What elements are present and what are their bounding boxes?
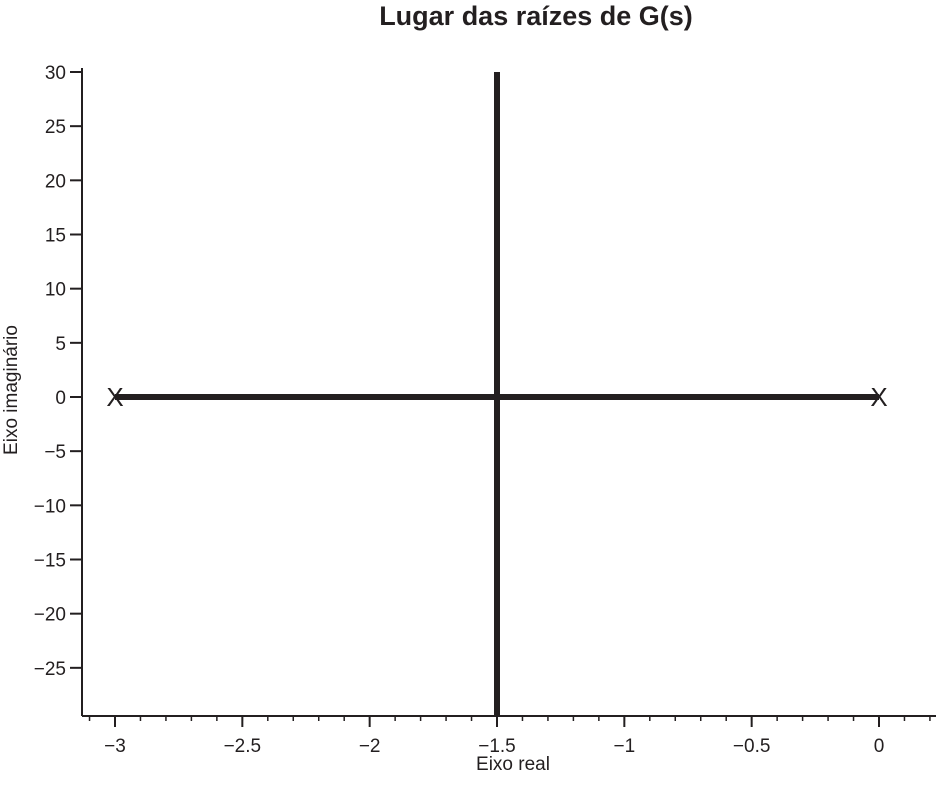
x-tick-label: −1.5: [478, 736, 516, 757]
chart-title: Lugar das raízes de G(s): [379, 1, 693, 31]
locus-branches: [115, 72, 879, 717]
x-tick-label: −3: [104, 736, 126, 757]
y-tick-label: −5: [44, 442, 66, 463]
x-tick-label: 0: [874, 736, 885, 757]
pole-marker: X: [870, 382, 887, 412]
y-tick-label: −15: [34, 551, 66, 572]
y-tick-label: −20: [34, 605, 66, 626]
y-tick-label: −10: [34, 496, 66, 517]
y-axis-label: Eixo imaginário: [1, 325, 22, 455]
x-tick-label: −2.5: [224, 736, 262, 757]
y-tick-label: 0: [55, 388, 66, 409]
y-tick-label: 20: [45, 171, 66, 192]
y-ticks: 30 25 20 15 10 5 0 −5 −10 −15 −20 −25: [34, 63, 82, 680]
y-tick-label: 15: [45, 226, 66, 247]
x-ticks: −3 −2.5 −2 −1.5 −1 −0.5 0: [104, 716, 884, 757]
x-axis-label: Eixo real: [476, 754, 550, 775]
pole-marker: X: [106, 382, 123, 412]
y-tick-label: 10: [45, 280, 66, 301]
y-tick-label: −25: [34, 659, 66, 680]
x-tick-label: −0.5: [733, 736, 771, 757]
x-tick-label: −2: [359, 736, 381, 757]
y-tick-label: 30: [45, 63, 66, 84]
x-tick-label: −1: [613, 736, 635, 757]
y-tick-label: 5: [55, 334, 66, 355]
y-tick-label: 25: [45, 117, 66, 138]
